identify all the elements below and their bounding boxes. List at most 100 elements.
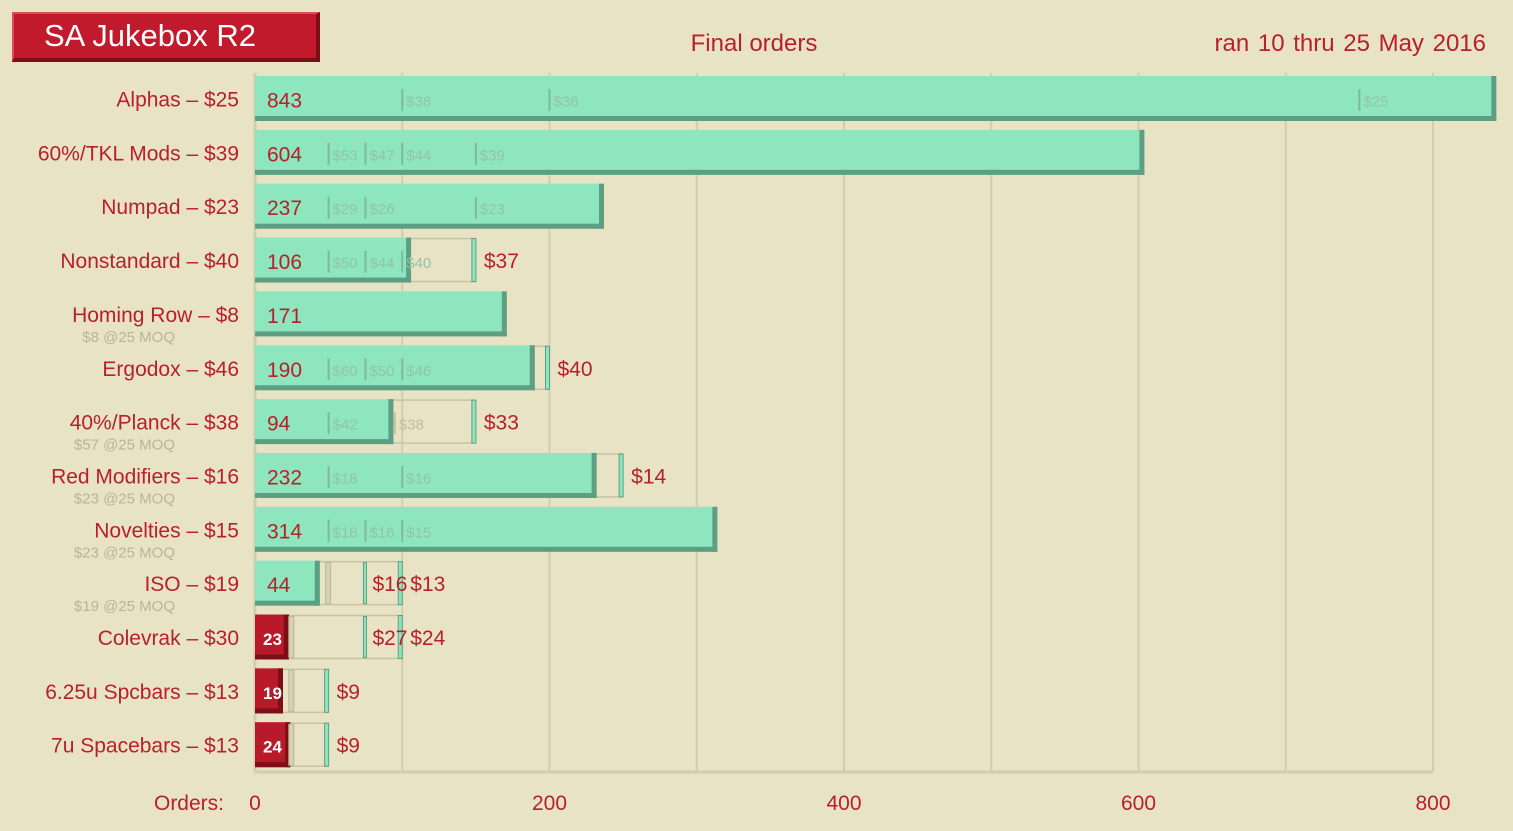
bar	[255, 399, 394, 445]
tier-price: $18	[333, 470, 358, 487]
tier-price: $36	[554, 94, 579, 111]
category-label: ISO – $19	[144, 573, 239, 596]
tier-price: $40	[406, 255, 431, 272]
tier-price: $38	[406, 94, 431, 111]
order-count: 237	[267, 197, 302, 220]
category-label: Colevrak – $30	[98, 627, 239, 650]
bar-bevel-right	[712, 506, 718, 552]
x-tick-label: 200	[532, 792, 567, 815]
x-tick-label: 600	[1121, 792, 1156, 815]
next-tier-price: $37	[484, 250, 519, 273]
bar-bevel-bottom	[255, 116, 1497, 121]
tier-price: $29	[333, 201, 358, 218]
bar-bevel-right	[406, 237, 412, 283]
goal-marker	[397, 561, 403, 606]
title-badge: SA Jukebox R2	[12, 12, 320, 62]
order-count: 843	[267, 90, 302, 113]
tier-divider	[288, 723, 295, 766]
bar	[255, 722, 291, 768]
tier-price: $44	[406, 147, 431, 164]
next-tier-price: $14	[631, 465, 666, 488]
x-tick-label: 0	[249, 792, 261, 815]
tier-price: $53	[333, 147, 358, 164]
moq-note: $23 @25 MOQ	[74, 544, 175, 561]
tier-price: $27	[372, 627, 407, 650]
category-label: 60%/TKL Mods – $39	[38, 142, 239, 165]
tier-price: $46	[406, 363, 431, 380]
category-label: Numpad – $23	[101, 196, 239, 219]
goal-marker	[324, 722, 330, 767]
bar	[255, 506, 718, 552]
category-label: Alphas – $25	[116, 89, 239, 112]
bar	[255, 614, 289, 660]
goal-marker	[471, 238, 477, 283]
bar-bevel-right	[501, 291, 507, 337]
bar-bevel-bottom	[255, 492, 597, 498]
order-count: 23	[263, 630, 282, 649]
bar	[255, 345, 535, 391]
bar-bevel-bottom	[255, 385, 535, 391]
moq-note: $19 @25 MOQ	[74, 598, 175, 615]
order-count: 106	[267, 251, 302, 274]
bar-bevel-right	[277, 668, 283, 714]
goal-marker	[471, 399, 477, 444]
bar-bevel-bottom	[255, 223, 604, 229]
order-count: 604	[267, 143, 302, 166]
category-label: 6.25u Spcbars – $13	[45, 681, 239, 704]
order-count: 314	[267, 520, 302, 543]
bar-bevel-right	[388, 399, 394, 445]
bar-bevel-bottom	[255, 654, 289, 660]
goal-marker	[324, 668, 330, 713]
order-count: 19	[263, 684, 282, 703]
order-count: 94	[267, 413, 291, 436]
category-label: Homing Row – $8	[72, 304, 239, 327]
bar	[255, 291, 507, 337]
category-label: Ergodox – $46	[102, 358, 239, 381]
next-tier-price: $24	[410, 627, 445, 650]
tier-price: $42	[333, 417, 358, 434]
next-tier-price: $33	[484, 412, 519, 435]
moq-note: $23 @25 MOQ	[74, 490, 175, 507]
order-count: 44	[267, 574, 291, 597]
tier-price: $16	[406, 470, 431, 487]
goal-marker	[397, 615, 403, 659]
bar-bevel-right	[591, 452, 597, 498]
bar-bevel-bottom	[255, 546, 718, 552]
bar-bevel-right	[285, 722, 291, 768]
bar-bevel-right	[314, 560, 320, 606]
tier-price: $15	[406, 524, 431, 541]
bar-bevel-bottom	[255, 708, 283, 714]
tier-price: $25	[1363, 94, 1388, 111]
goal-marker	[545, 345, 550, 390]
x-tick-label: 800	[1415, 792, 1450, 815]
bar-bevel-bottom	[255, 762, 291, 768]
run-dates: ran 10 thru 25 May 2016	[1214, 30, 1486, 57]
moq-note: $8 @25 MOQ	[82, 329, 175, 346]
tier-price: $50	[369, 363, 394, 380]
tier-price: $38	[399, 417, 424, 434]
chart-subtitle: Final orders	[690, 30, 818, 57]
order-count: 171	[267, 305, 302, 328]
tier-price: $44	[369, 255, 394, 272]
next-tier-price: $13	[410, 573, 445, 596]
next-tier-price: $9	[337, 681, 360, 704]
bar-bevel-right	[529, 345, 535, 391]
bar-bevel-bottom	[255, 439, 394, 445]
bar	[255, 560, 320, 606]
goal-marker	[618, 453, 624, 498]
bar	[255, 76, 1497, 121]
tier-price: $39	[480, 147, 505, 164]
bar-bevel-bottom	[255, 331, 507, 337]
bar-bevel-bottom	[255, 169, 1145, 175]
bar-bevel-right	[1491, 76, 1497, 121]
bar-bevel-bottom	[255, 277, 412, 283]
next-tier-price: $9	[337, 735, 360, 758]
category-label: Novelties – $15	[94, 519, 239, 542]
x-axis-label: Orders:	[154, 792, 224, 815]
next-tier-price: $40	[558, 358, 593, 381]
tier-price: $16	[369, 524, 394, 541]
tier-price: $26	[369, 201, 394, 218]
category-label: Red Modifiers – $16	[51, 465, 239, 488]
category-label: 40%/Planck – $38	[70, 412, 239, 435]
